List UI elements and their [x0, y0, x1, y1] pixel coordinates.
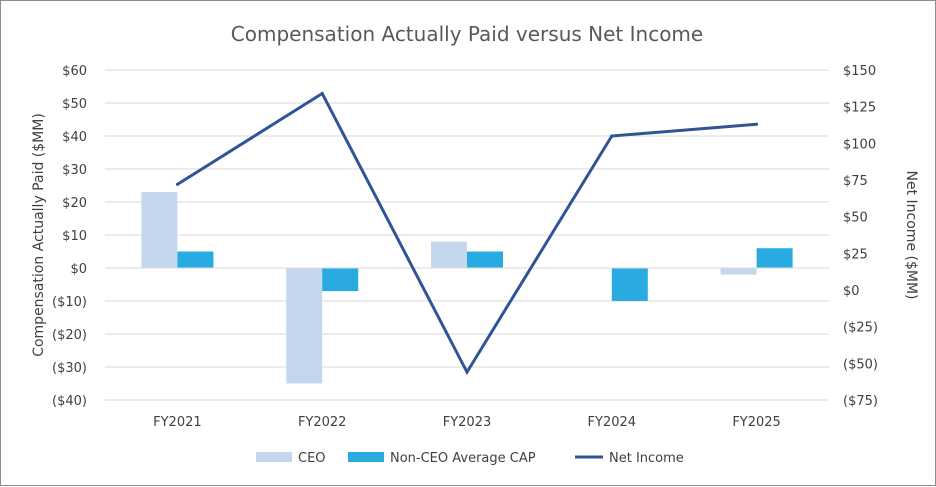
net-income-point [610, 134, 614, 138]
bar-ceo [141, 192, 178, 268]
bar-non-ceo-average-cap [177, 251, 214, 268]
bar-ceo [286, 268, 323, 384]
left-tick-label: $50 [62, 97, 87, 112]
left-tick-label: $40 [62, 130, 87, 145]
right-tick-label: $75 [843, 174, 868, 189]
bar-non-ceo-average-cap [756, 248, 793, 268]
right-axis-title: Net Income ($MM) [903, 171, 919, 300]
legend-swatch-non-ceo-average-cap [348, 452, 384, 462]
left-tick-label: ($40) [52, 394, 87, 409]
bar-non-ceo-average-cap [322, 268, 359, 292]
left-tick-label: $10 [62, 229, 87, 244]
net-income-point [175, 182, 179, 186]
left-tick-label: $0 [70, 262, 87, 277]
right-tick-label: $100 [843, 137, 876, 152]
x-tick-label: FY2022 [298, 415, 347, 430]
left-tick-label: $20 [62, 196, 87, 211]
right-tick-label: $125 [843, 101, 876, 116]
bar-non-ceo-average-cap [611, 268, 648, 301]
left-axis-title: Compensation Actually Paid ($MM) [31, 113, 47, 357]
net-income-line [176, 91, 757, 376]
gridlines [105, 69, 829, 401]
right-tick-label: ($50) [843, 357, 878, 372]
left-tick-label: $30 [62, 163, 87, 178]
left-tick-label: $60 [62, 64, 87, 79]
legend-swatch-ceo [256, 452, 292, 462]
x-tick-label: FY2024 [588, 415, 637, 430]
left-tick-label: ($30) [52, 361, 87, 376]
x-tick-label: FY2025 [732, 415, 781, 430]
legend-label: Non-CEO Average CAP [390, 451, 536, 466]
net-income-point [755, 122, 759, 126]
right-tick-label: $0 [843, 284, 860, 299]
right-tick-label: ($25) [843, 321, 878, 336]
x-tick-label: FY2023 [443, 415, 492, 430]
right-tick-label: $150 [843, 64, 876, 79]
left-tick-label: ($10) [52, 295, 87, 310]
bar-ceo [720, 268, 757, 275]
chart-title: Compensation Actually Paid versus Net In… [231, 22, 703, 46]
bar-non-ceo-average-cap [467, 251, 503, 268]
legend-label: CEO [298, 451, 326, 466]
right-tick-label: $25 [843, 247, 868, 262]
right-tick-label: $50 [843, 211, 868, 226]
x-tick-label: FY2021 [153, 415, 202, 430]
net-income-point [465, 370, 469, 374]
left-tick-label: ($20) [52, 328, 87, 343]
net-income-point [320, 91, 324, 95]
bar-ceo [431, 241, 467, 268]
right-tick-label: ($75) [843, 394, 878, 409]
legend-label: Net Income [609, 451, 684, 466]
